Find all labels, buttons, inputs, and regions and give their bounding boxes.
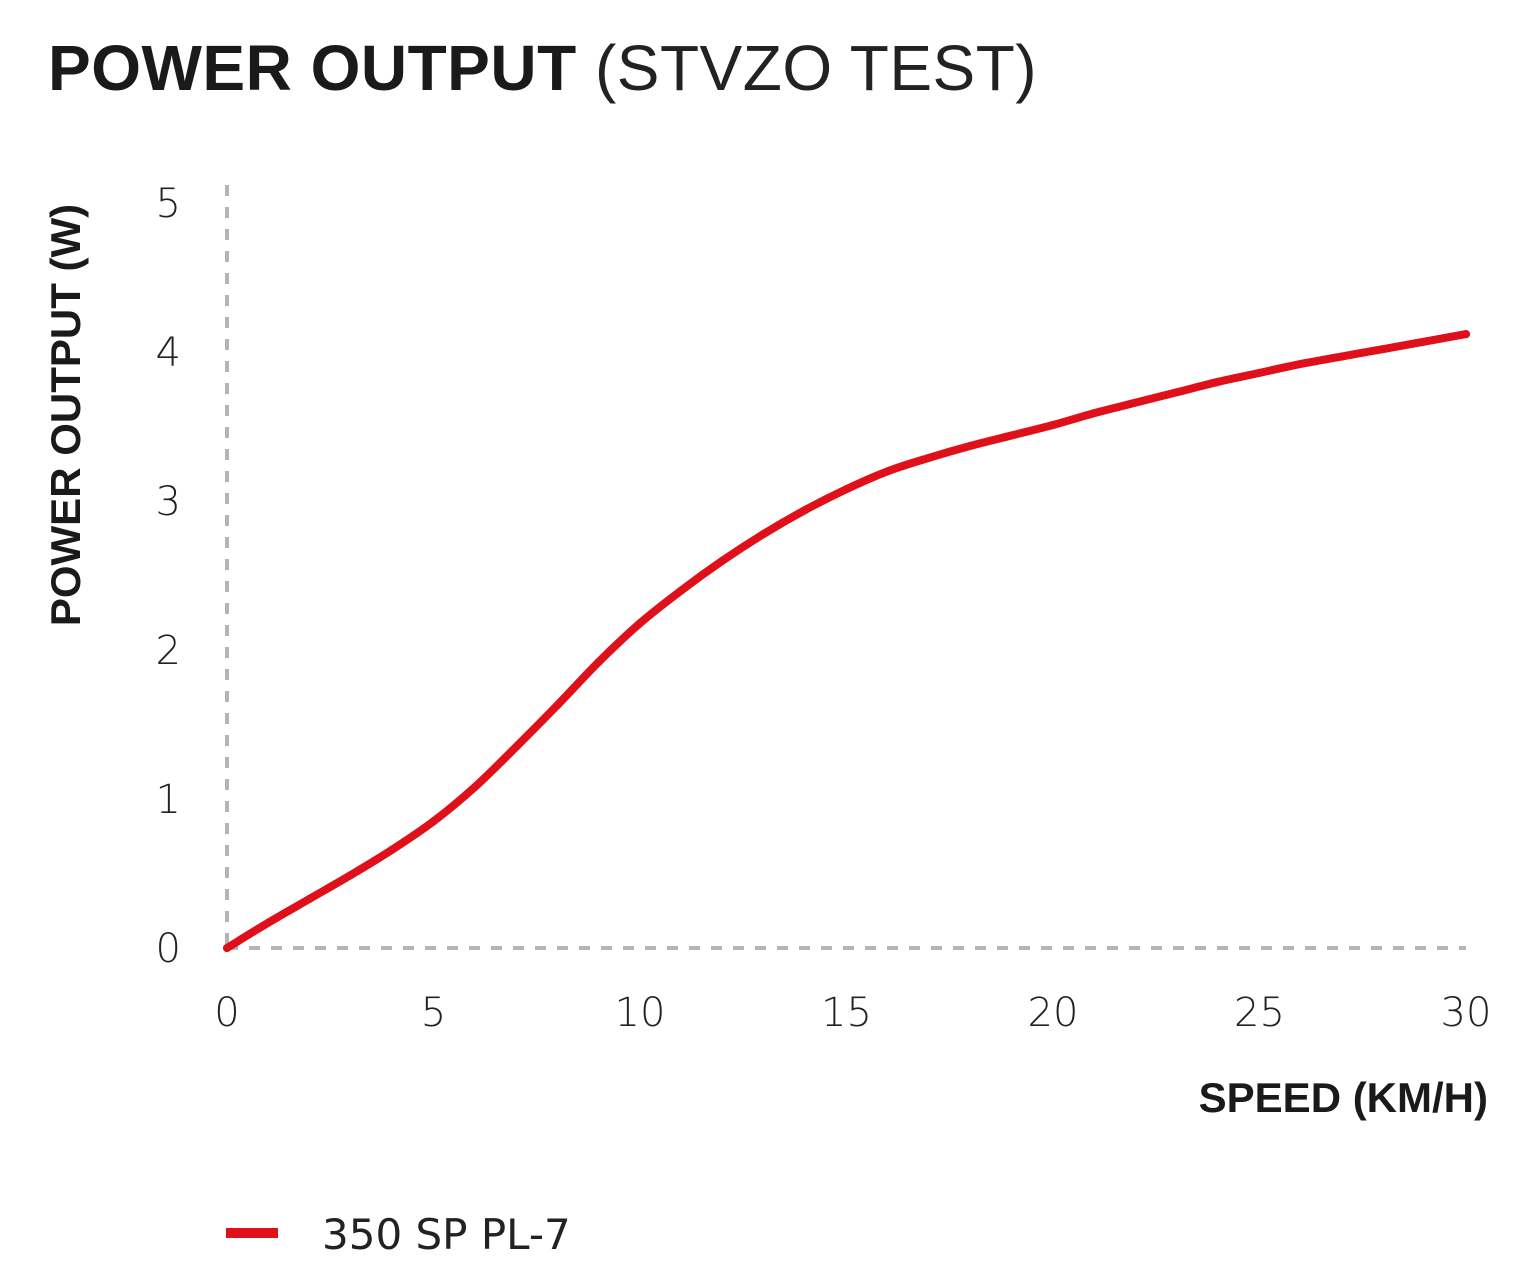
x-tick-label: 20 — [1028, 990, 1079, 1036]
series-layer — [223, 330, 1470, 952]
data-point — [842, 485, 851, 494]
data-point — [966, 441, 975, 450]
x-tick-label: 30 — [1441, 990, 1492, 1036]
series-line — [223, 330, 1470, 952]
data-point — [1462, 330, 1470, 339]
data-point — [553, 701, 562, 710]
axes-layer — [225, 185, 1466, 950]
legend-label: 350 SP PL-7 — [322, 1210, 571, 1259]
data-point — [223, 944, 231, 952]
data-point — [883, 467, 892, 476]
data-point — [1379, 345, 1388, 354]
y-tick-label: 1 — [156, 777, 181, 823]
x-tick-label: 10 — [615, 990, 666, 1036]
x-tick-labels: 0 5 10 15 20 25 30 — [214, 990, 1491, 1036]
data-point — [925, 453, 934, 462]
data-point — [1420, 337, 1429, 346]
data-point — [1007, 431, 1016, 440]
data-point — [594, 657, 603, 666]
x-axis-title: SPEED (KM/H) — [1199, 1074, 1488, 1121]
y-tick-label: 5 — [156, 181, 181, 227]
data-point — [264, 918, 273, 927]
data-point — [1338, 352, 1347, 361]
y-axis-title: POWER OUTPUT (W) — [42, 204, 89, 626]
data-point — [346, 870, 355, 879]
y-tick-label: 0 — [156, 926, 181, 972]
data-point — [1131, 398, 1140, 407]
data-point — [801, 505, 810, 514]
chart-title: POWER OUTPUT (STVZO TEST) — [48, 32, 1037, 104]
data-point — [512, 742, 521, 751]
data-point — [759, 529, 768, 538]
data-point — [470, 783, 479, 792]
x-tick-label: 25 — [1234, 990, 1285, 1036]
data-point — [1255, 368, 1264, 377]
chart-title-light: (STVZO TEST) — [594, 32, 1038, 104]
chart-title-bold: POWER OUTPUT — [48, 32, 577, 104]
y-tick-label: 4 — [156, 330, 181, 376]
data-point — [1296, 359, 1305, 368]
y-tick-label: 3 — [156, 479, 181, 525]
data-point — [1049, 421, 1057, 430]
y-tick-labels: 0 1 2 3 4 5 — [156, 181, 181, 972]
y-tick-label: 2 — [156, 628, 181, 674]
data-point — [1172, 388, 1181, 397]
data-point — [677, 586, 686, 595]
x-tick-label: 5 — [421, 990, 446, 1036]
legend: 350 SP PL-7 — [226, 1210, 571, 1259]
data-point — [636, 619, 644, 628]
data-point — [1090, 409, 1099, 418]
data-point — [305, 894, 314, 903]
data-point — [718, 556, 727, 565]
data-point — [429, 817, 438, 826]
x-tick-label: 0 — [214, 990, 239, 1036]
x-tick-label: 15 — [821, 990, 872, 1036]
data-point — [388, 845, 397, 854]
data-point — [1214, 377, 1223, 386]
